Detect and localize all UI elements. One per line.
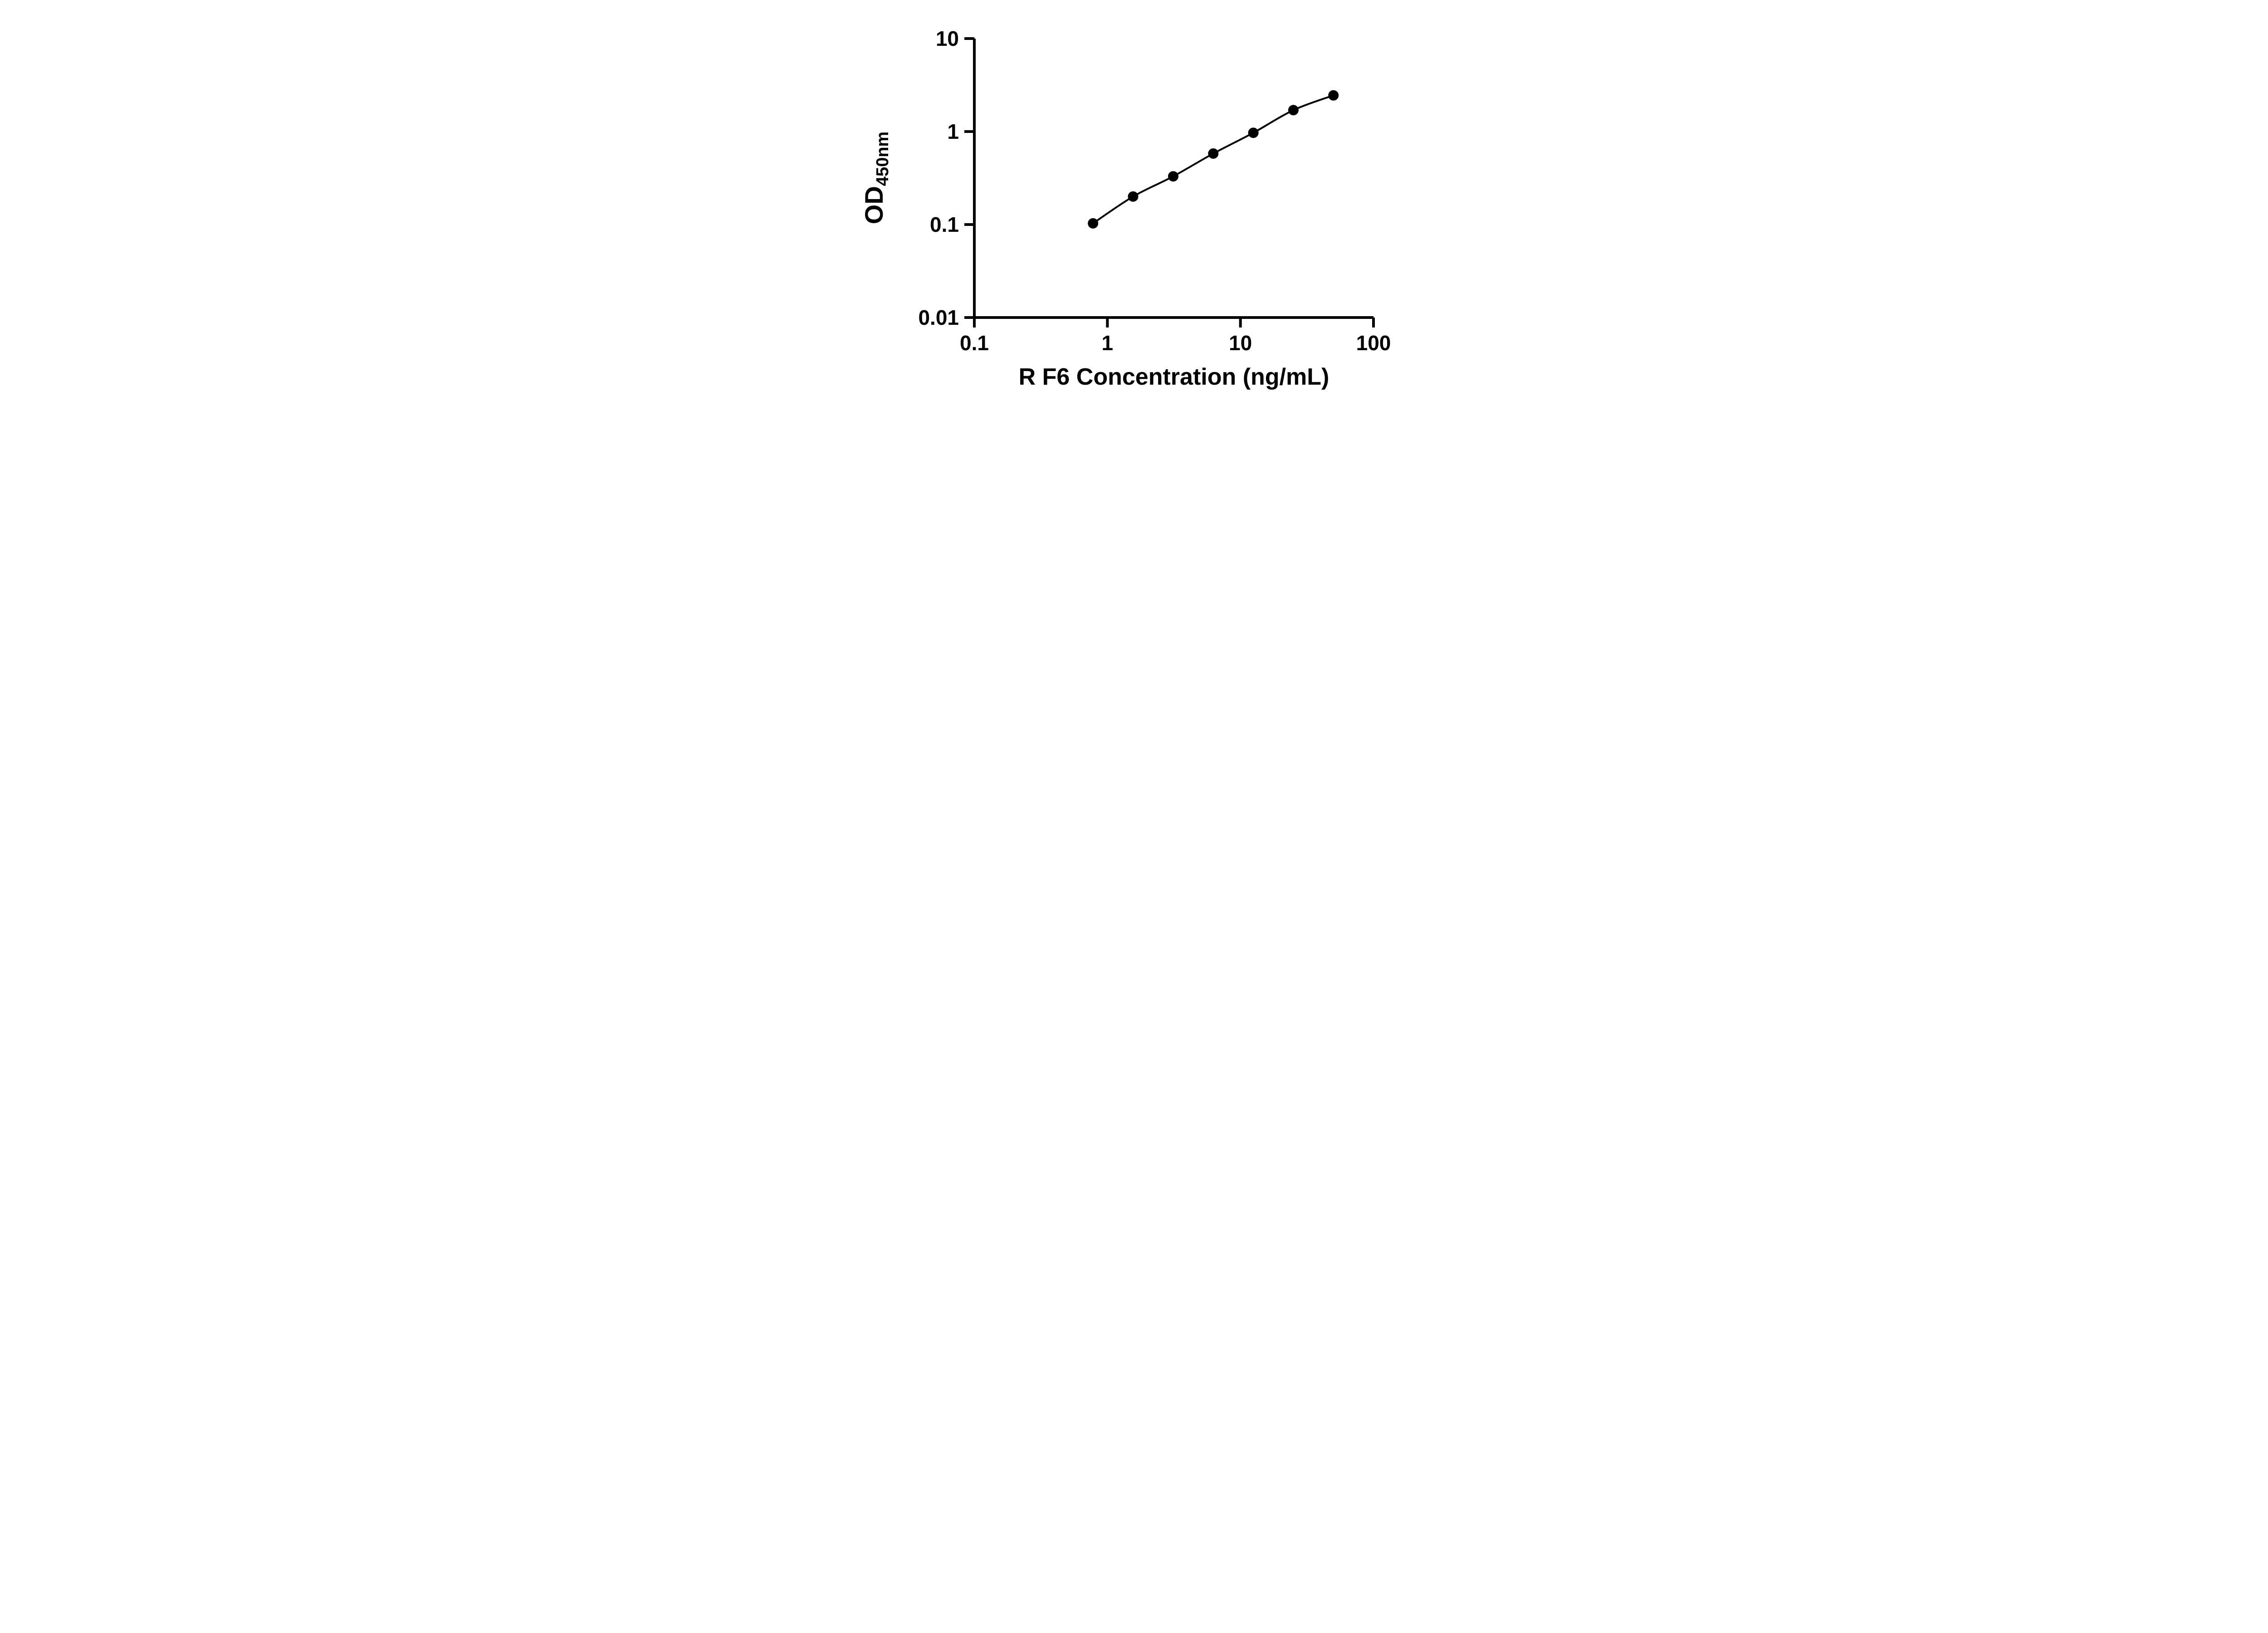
y-tick-label: 0.1 xyxy=(930,213,959,236)
x-tick-label: 100 xyxy=(1356,331,1391,355)
y-axis-label-base: OD xyxy=(860,186,888,224)
data-point-marker xyxy=(1328,90,1339,101)
y-tick-label: 10 xyxy=(935,27,958,50)
data-series-layer xyxy=(1087,90,1339,229)
y-tick-label: 1 xyxy=(947,120,959,143)
y-tick-label: 0.01 xyxy=(918,306,959,329)
data-point-marker xyxy=(1168,171,1178,182)
x-tick-label: 10 xyxy=(1229,331,1252,355)
data-point-marker xyxy=(1087,218,1098,229)
y-axis-label-subscript: 450nm xyxy=(873,132,892,186)
data-point-marker xyxy=(1288,105,1299,116)
chart-figure: 0.01 0.1 1 10 0.1 1 10 100 OD450nm R F6 Concent… xyxy=(842,0,1426,408)
standard-curve-line xyxy=(1092,94,1334,225)
x-axis-label: R F6 Concentration (ng/mL) xyxy=(1018,364,1329,390)
x-tick-label: 1 xyxy=(1101,331,1113,355)
x-tick-label: 0.1 xyxy=(960,331,989,355)
data-point-marker xyxy=(1127,191,1138,202)
data-point-marker xyxy=(1248,127,1259,138)
data-point-marker xyxy=(1207,148,1218,159)
y-axis-label: OD450nm xyxy=(860,132,892,224)
